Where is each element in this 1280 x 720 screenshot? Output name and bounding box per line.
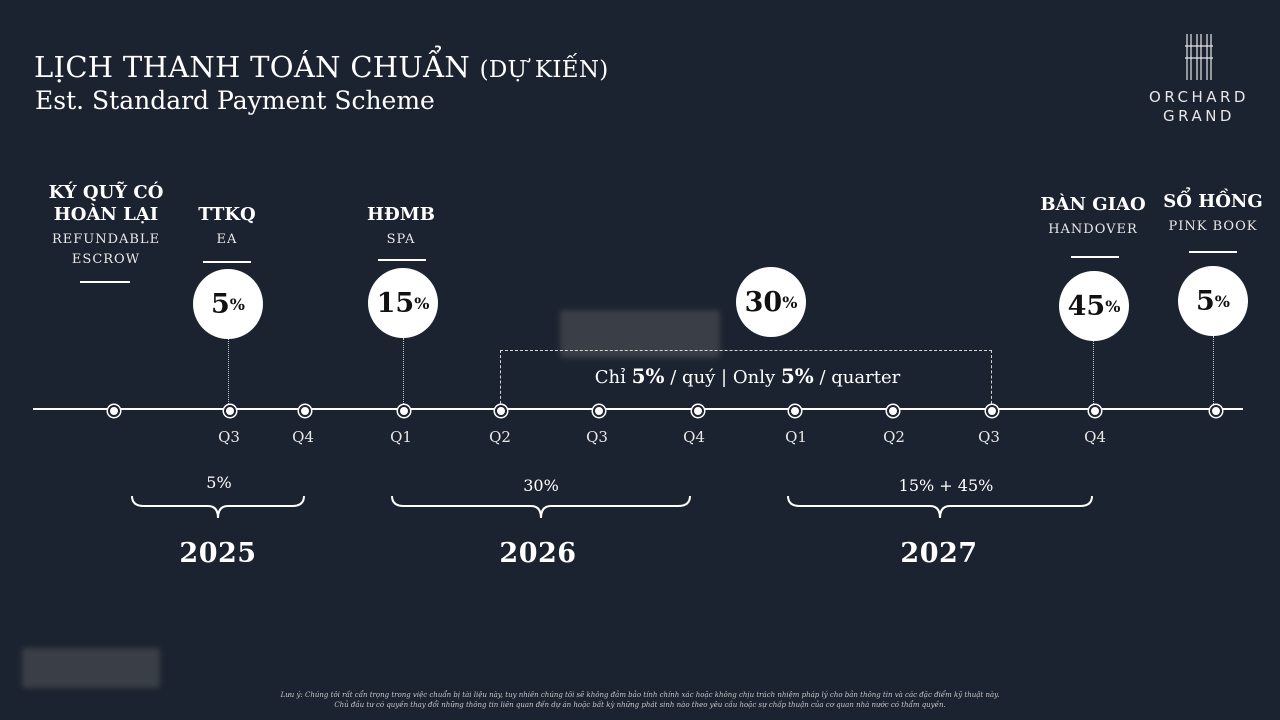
quarter-label: Q1 [785,428,807,446]
milestone-title: BÀN GIAO [1040,194,1146,215]
milestone-refundable-escrow: KÝ QUỸ CÓ HOÀN LẠI REFUNDABLE ESCROW [46,182,166,270]
quarter-label: Q4 [683,428,705,446]
percent-circle-installments: 30% [736,267,806,337]
milestone-handover: BÀN GIAO HANDOVER [1033,194,1153,240]
milestone-title: HĐMB [367,204,435,225]
quarter-label: Q3 [218,428,240,446]
milestone-underline [1071,256,1119,258]
installment-bracket [500,350,992,409]
timeline-dot [986,405,998,417]
milestone-title: SỔ HỒNG [1163,191,1263,212]
timeline-dot [692,405,704,417]
milestone-subtitle: PINK BOOK [1168,219,1258,234]
group-percent-2026: 30% [523,476,559,495]
milestone-subtitle: REFUNDABLE ESCROW [51,232,161,267]
timeline-dot [108,405,120,417]
milestone-title: KÝ QUỸ CÓ [48,182,164,203]
year-label-2026: 2026 [499,538,577,569]
milestone-ttkq: TTKQ EA [187,204,267,250]
brace-2027 [787,495,1093,519]
milestone-underline [1189,251,1237,253]
percent-circle-pink-book: 5% [1178,266,1248,336]
timeline-dot [1210,405,1222,417]
timeline-dot [224,405,236,417]
percent-circle-ea: 5% [193,269,263,339]
quarter-label: Q2 [883,428,905,446]
year-label-2025: 2025 [179,538,257,569]
connector-line [1213,336,1214,408]
title-main: LỊCH THANH TOÁN CHUẨN [34,50,471,84]
quarter-label: Q2 [489,428,511,446]
logo-line1: ORCHARD [1149,88,1249,106]
connector-line [228,339,229,408]
title-paren: (DỰ KIẾN) [479,57,609,83]
quarter-label: Q4 [1084,428,1106,446]
orchard-grand-monogram-icon [1185,34,1213,80]
percent-circle-spa: 15% [368,268,438,338]
installment-note: Chỉ 5% / quý | Only 5% / quarter [594,364,901,388]
timeline-dot [887,405,899,417]
percent-circle-handover: 45% [1059,271,1129,341]
disclaimer-line: Lưu ý: Chúng tôi rất cẩn trọng trong việ… [280,691,1000,699]
connector-line [403,338,404,408]
quarter-label: Q1 [390,428,412,446]
page-title: LỊCH THANH TOÁN CHUẨN (DỰ KIẾN) [34,50,609,84]
milestone-title: TTKQ [198,204,256,225]
timeline-dot [593,405,605,417]
logo-line2: GRAND [1163,107,1235,125]
milestone-hdmb: HĐMB SPA [361,204,441,250]
quarter-label: Q4 [292,428,314,446]
milestone-underline [378,259,426,261]
milestone-underline [203,261,251,263]
timeline-dot [398,405,410,417]
timeline-dot [495,405,507,417]
group-percent-2025: 5% [206,473,232,492]
page-subtitle: Est. Standard Payment Scheme [35,86,435,115]
blurred-watermark [22,648,160,688]
milestone-subtitle: EA [216,232,238,247]
milestone-subtitle: HANDOVER [1048,222,1138,237]
milestone-underline [80,281,130,283]
quarter-label: Q3 [586,428,608,446]
timeline-dot [1089,405,1101,417]
timeline-dot [789,405,801,417]
group-percent-2027: 15% + 45% [898,476,994,495]
quarter-label: Q3 [978,428,1000,446]
milestone-subtitle: SPA [386,232,416,247]
timeline-axis [33,408,1243,410]
connector-line [1093,341,1094,408]
year-label-2027: 2027 [900,538,978,569]
brace-2026 [391,495,691,519]
timeline-dot [299,405,311,417]
milestone-title: HOÀN LẠI [53,204,159,225]
milestone-pink-book: SỔ HỒNG PINK BOOK [1153,191,1273,237]
disclaimer-line: Chủ đầu tư có quyền thay đổi những thông… [334,701,946,709]
disclaimer: Lưu ý: Chúng tôi rất cẩn trọng trong việ… [140,690,1140,710]
brace-2025 [131,495,305,519]
brand-logo: ORCHARD GRAND [1146,32,1252,126]
